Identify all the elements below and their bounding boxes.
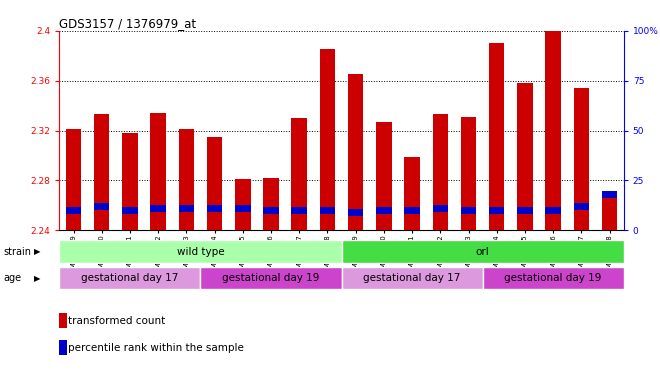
Bar xyxy=(263,178,279,230)
Bar xyxy=(201,267,342,290)
Bar xyxy=(179,129,194,230)
Text: transformed count: transformed count xyxy=(68,316,165,326)
Bar xyxy=(292,118,307,230)
Bar xyxy=(602,193,617,230)
Bar xyxy=(122,207,138,214)
Bar xyxy=(489,207,504,214)
Bar xyxy=(292,207,307,214)
Bar xyxy=(574,203,589,210)
Bar xyxy=(405,157,420,230)
Text: ▶: ▶ xyxy=(34,274,41,283)
Bar xyxy=(319,207,335,214)
Bar xyxy=(405,207,420,214)
Bar xyxy=(207,137,222,230)
Bar xyxy=(432,205,448,212)
Bar xyxy=(66,207,81,214)
Bar xyxy=(489,43,504,230)
Bar xyxy=(461,117,477,230)
Text: strain: strain xyxy=(3,247,31,257)
Bar xyxy=(319,50,335,230)
Bar xyxy=(517,83,533,230)
Text: gestational day 17: gestational day 17 xyxy=(81,273,179,283)
Bar xyxy=(235,205,251,212)
Bar xyxy=(342,267,482,290)
Bar xyxy=(59,267,201,290)
Bar xyxy=(66,129,81,230)
Bar xyxy=(179,205,194,212)
Text: gestational day 19: gestational day 19 xyxy=(222,273,319,283)
Bar xyxy=(122,133,138,230)
Bar xyxy=(207,205,222,212)
Bar xyxy=(545,31,561,230)
Bar xyxy=(482,267,624,290)
Bar xyxy=(94,203,110,210)
Text: orl: orl xyxy=(476,247,490,257)
Text: wild type: wild type xyxy=(177,247,224,257)
Bar xyxy=(342,240,624,263)
Bar xyxy=(574,88,589,230)
Text: age: age xyxy=(3,273,21,283)
Bar xyxy=(150,113,166,230)
Bar xyxy=(376,207,391,214)
Text: gestational day 17: gestational day 17 xyxy=(364,273,461,283)
Text: percentile rank within the sample: percentile rank within the sample xyxy=(68,343,244,353)
Bar xyxy=(376,122,391,230)
Text: gestational day 19: gestational day 19 xyxy=(504,273,602,283)
Bar xyxy=(150,205,166,212)
Text: ▶: ▶ xyxy=(34,247,41,256)
Bar xyxy=(432,114,448,230)
Bar xyxy=(517,207,533,214)
Bar xyxy=(348,209,364,215)
Bar xyxy=(348,74,364,230)
Bar xyxy=(263,207,279,214)
Bar xyxy=(545,207,561,214)
Bar xyxy=(602,191,617,198)
Bar xyxy=(235,179,251,230)
Bar xyxy=(59,240,342,263)
Bar xyxy=(461,207,477,214)
Text: GDS3157 / 1376979_at: GDS3157 / 1376979_at xyxy=(59,17,197,30)
Bar xyxy=(94,114,110,230)
